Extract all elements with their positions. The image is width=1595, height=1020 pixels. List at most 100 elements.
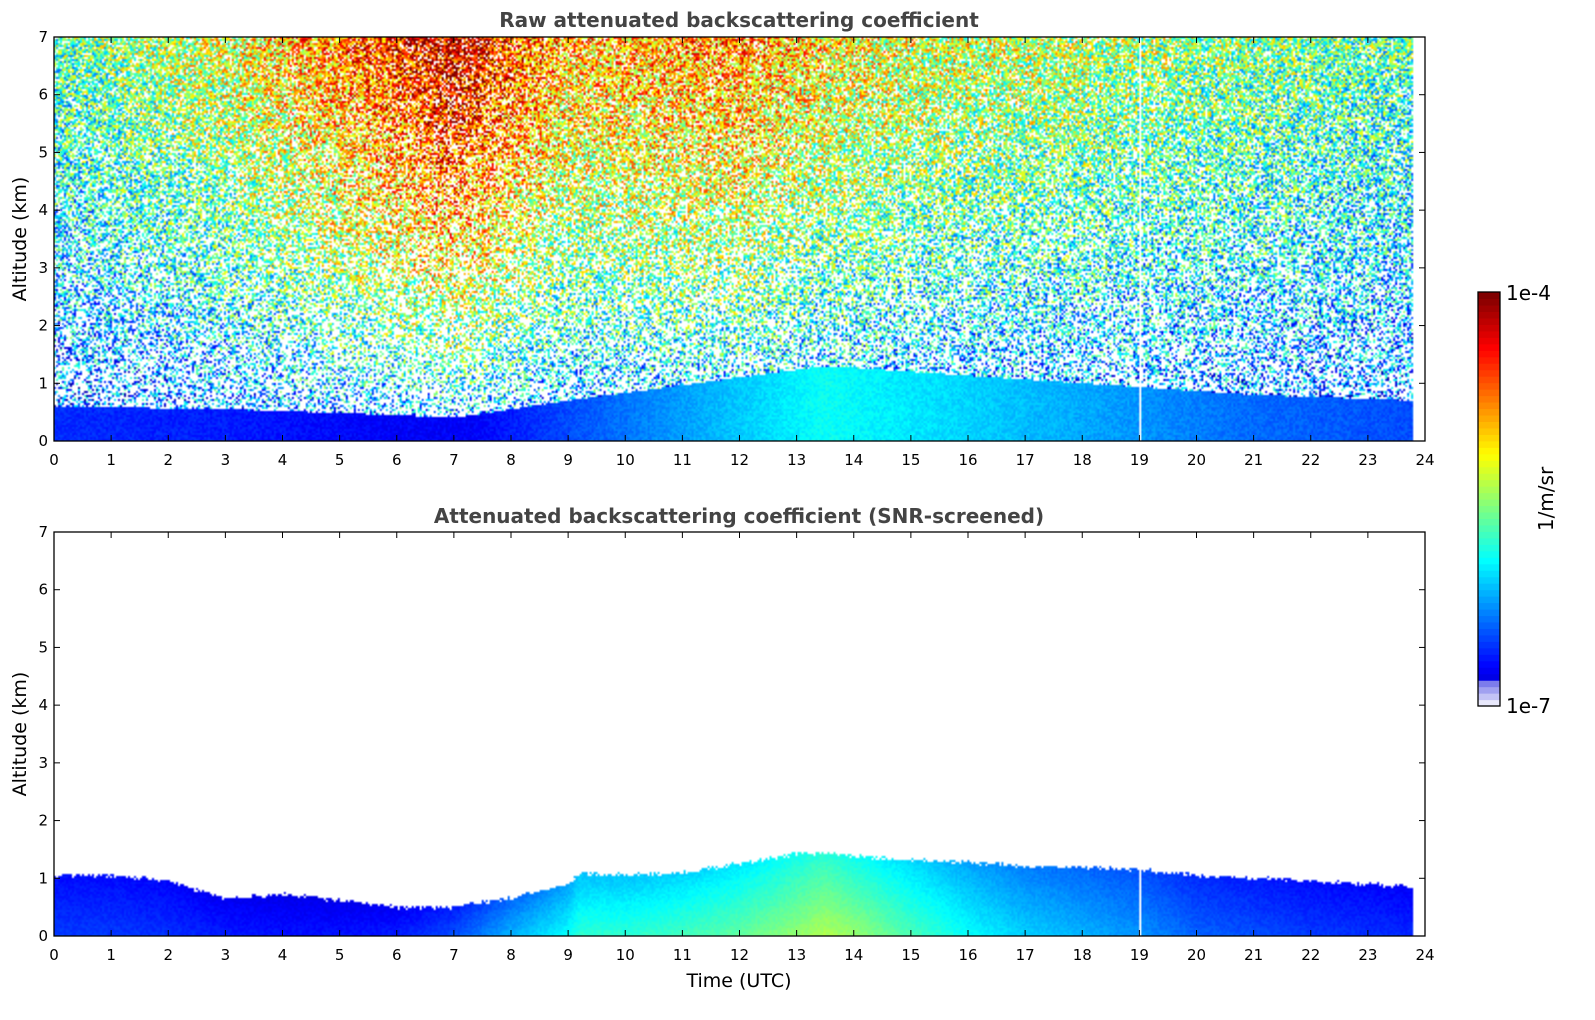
colorbar-segment <box>1478 427 1500 435</box>
y-tick-label: 7 <box>38 523 48 541</box>
x-tick-label: 0 <box>49 451 59 469</box>
colorbar-segment <box>1478 544 1500 552</box>
colorbar-segment <box>1478 447 1500 455</box>
colorbar-segment <box>1478 686 1500 694</box>
x-tick-label: 1 <box>106 946 116 964</box>
x-tick-label: 17 <box>1016 946 1035 964</box>
x-tick-label: 18 <box>1073 946 1092 964</box>
x-tick-label: 11 <box>673 451 692 469</box>
x-tick-label: 12 <box>730 451 749 469</box>
colorbar-segment <box>1478 486 1500 494</box>
colorbar-unit-label: 1/m/sr <box>1534 466 1558 531</box>
x-tick-label: 10 <box>616 946 635 964</box>
x-tick-label: 4 <box>278 451 288 469</box>
colorbar-segment <box>1478 401 1500 410</box>
colorbar-segment <box>1478 376 1500 384</box>
colorbar-segment <box>1478 628 1500 636</box>
x-tick-label: 17 <box>1016 451 1035 469</box>
y-tick-label: 4 <box>38 201 48 219</box>
y-tick-label: 4 <box>38 696 48 714</box>
colorbar-segment <box>1478 473 1500 481</box>
x-tick-label: 15 <box>901 946 920 964</box>
x-tick-label: 19 <box>1130 451 1149 469</box>
x-tick-label: 14 <box>844 946 863 964</box>
colorbar-segment <box>1478 641 1500 649</box>
x-tick-label: 15 <box>901 451 920 469</box>
colorbar-segment <box>1478 602 1500 610</box>
colorbar-segment <box>1478 369 1500 377</box>
y-tick-label: 5 <box>38 638 48 656</box>
x-tick-label: 8 <box>506 946 516 964</box>
x-tick-label: 3 <box>221 946 231 964</box>
y-tick-label: 2 <box>38 812 48 830</box>
y-tick-label: 5 <box>38 143 48 161</box>
colorbar-segment <box>1478 505 1500 513</box>
colorbar-segment <box>1478 460 1500 468</box>
panel1-y-axis: 0 1 2 3 4 5 6 7 <box>38 28 1425 450</box>
colorbar-segment <box>1478 350 1500 358</box>
panel2-x-axis: 0 1 2 3 4 5 6 7 8 9 10 11 12 13 14 15 16 17 18 19 20 21 22 23 24 <box>49 532 1435 964</box>
panel2-title: Attenuated backscattering coefficient (S… <box>434 504 1044 528</box>
panel1-y-axis-label: Altitude (km) <box>9 177 31 302</box>
colorbar-segment <box>1478 583 1500 591</box>
colorbar-max-label: 1e-4 <box>1506 281 1551 305</box>
y-tick-label: 3 <box>38 259 48 277</box>
x-tick-label: 8 <box>506 451 516 469</box>
x-tick-label: 21 <box>1244 451 1263 469</box>
colorbar-segment <box>1478 524 1500 532</box>
x-tick-label: 20 <box>1187 451 1206 469</box>
x-tick-label: 23 <box>1358 451 1377 469</box>
colorbar-segment <box>1478 324 1500 332</box>
colorbar-segment <box>1478 337 1500 345</box>
panel2-heatmap-image <box>54 532 1425 936</box>
colorbar-segment <box>1478 499 1500 507</box>
x-tick-label: 13 <box>787 946 806 964</box>
y-tick-label: 7 <box>38 28 48 46</box>
x-tick-label: 9 <box>563 451 573 469</box>
colorbar-segment <box>1478 395 1500 403</box>
x-tick-label: 5 <box>335 946 345 964</box>
y-tick-label: 0 <box>38 927 48 945</box>
x-tick-label: 4 <box>278 946 288 964</box>
colorbar-segment <box>1478 518 1500 526</box>
colorbar-segment <box>1478 680 1500 688</box>
y-tick-label: 6 <box>38 581 48 599</box>
panel2-x-axis-label: Time (UTC) <box>685 970 791 992</box>
x-tick-label: 2 <box>163 451 173 469</box>
x-tick-label: 9 <box>563 946 573 964</box>
x-tick-label: 22 <box>1301 946 1320 964</box>
colorbar-segment <box>1478 304 1500 313</box>
x-tick-label: 7 <box>449 451 459 469</box>
x-tick-label: 6 <box>392 451 402 469</box>
x-tick-label: 16 <box>958 946 977 964</box>
colorbar-segment <box>1478 615 1500 623</box>
x-tick-label: 22 <box>1301 451 1320 469</box>
x-tick-label: 18 <box>1073 451 1092 469</box>
colorbar <box>1478 292 1500 707</box>
x-tick-label: 10 <box>616 451 635 469</box>
x-tick-label: 24 <box>1415 451 1434 469</box>
x-tick-label: 7 <box>449 946 459 964</box>
colorbar-segment <box>1478 511 1500 520</box>
x-tick-label: 3 <box>221 451 231 469</box>
x-tick-label: 16 <box>958 451 977 469</box>
colorbar-segment <box>1478 634 1500 642</box>
panel1-title: Raw attenuated backscattering coefficien… <box>499 8 979 32</box>
colorbar-segment <box>1478 557 1500 565</box>
colorbar-segment <box>1478 596 1500 604</box>
y-tick-label: 3 <box>38 754 48 772</box>
y-tick-label: 0 <box>38 432 48 450</box>
x-tick-label: 1 <box>106 451 116 469</box>
x-tick-label: 13 <box>787 451 806 469</box>
x-tick-label: 19 <box>1130 946 1149 964</box>
y-tick-label: 2 <box>38 317 48 335</box>
colorbar-segment <box>1478 492 1500 500</box>
x-tick-label: 20 <box>1187 946 1206 964</box>
y-tick-label: 1 <box>38 374 48 392</box>
colorbar-segment <box>1478 363 1500 371</box>
colorbar-segment <box>1478 330 1500 338</box>
colorbar-segment <box>1478 382 1500 390</box>
panel2-y-axis-label: Altitude (km) <box>9 672 31 797</box>
colorbar-min-label: 1e-7 <box>1506 694 1551 718</box>
